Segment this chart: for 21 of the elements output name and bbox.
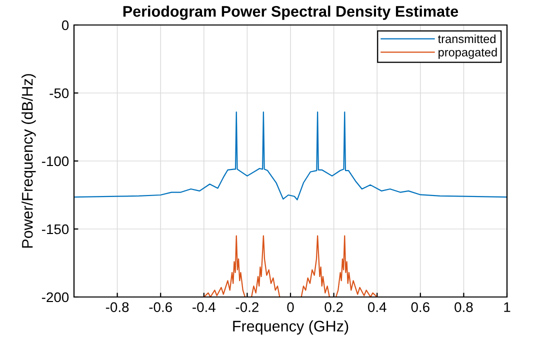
y-axis-title: Power/Frequency (dB/Hz) [22, 74, 36, 248]
x-tick-label: -0.8 [106, 302, 129, 312]
x-tick-label: 1 [504, 302, 510, 312]
x-tick-label: 0.4 [368, 302, 386, 312]
x-tick-label: 0.8 [454, 302, 473, 312]
x-tick-label: -0.6 [149, 302, 172, 312]
legend-label: transmitted [438, 34, 496, 44]
x-tick-label: -0.2 [236, 302, 258, 312]
x-tick-label: 0 [287, 302, 294, 312]
y-tick-label: 0 [62, 20, 69, 30]
x-tick-label: 0.2 [324, 302, 343, 312]
y-tick-label: -50 [50, 88, 69, 98]
y-tick-label: -200 [42, 292, 69, 302]
x-tick-label: -0.4 [192, 302, 216, 312]
legend-label: propagated [438, 48, 497, 59]
x-tick-label: 0.6 [411, 302, 430, 312]
chart-title: Periodogram Power Spectral Density Estimate [123, 6, 458, 20]
x-axis-title: Frequency (GHz) [233, 320, 348, 335]
y-tick-label: -150 [42, 224, 69, 234]
y-tick-label: -100 [42, 156, 69, 166]
line-series [74, 111, 507, 200]
